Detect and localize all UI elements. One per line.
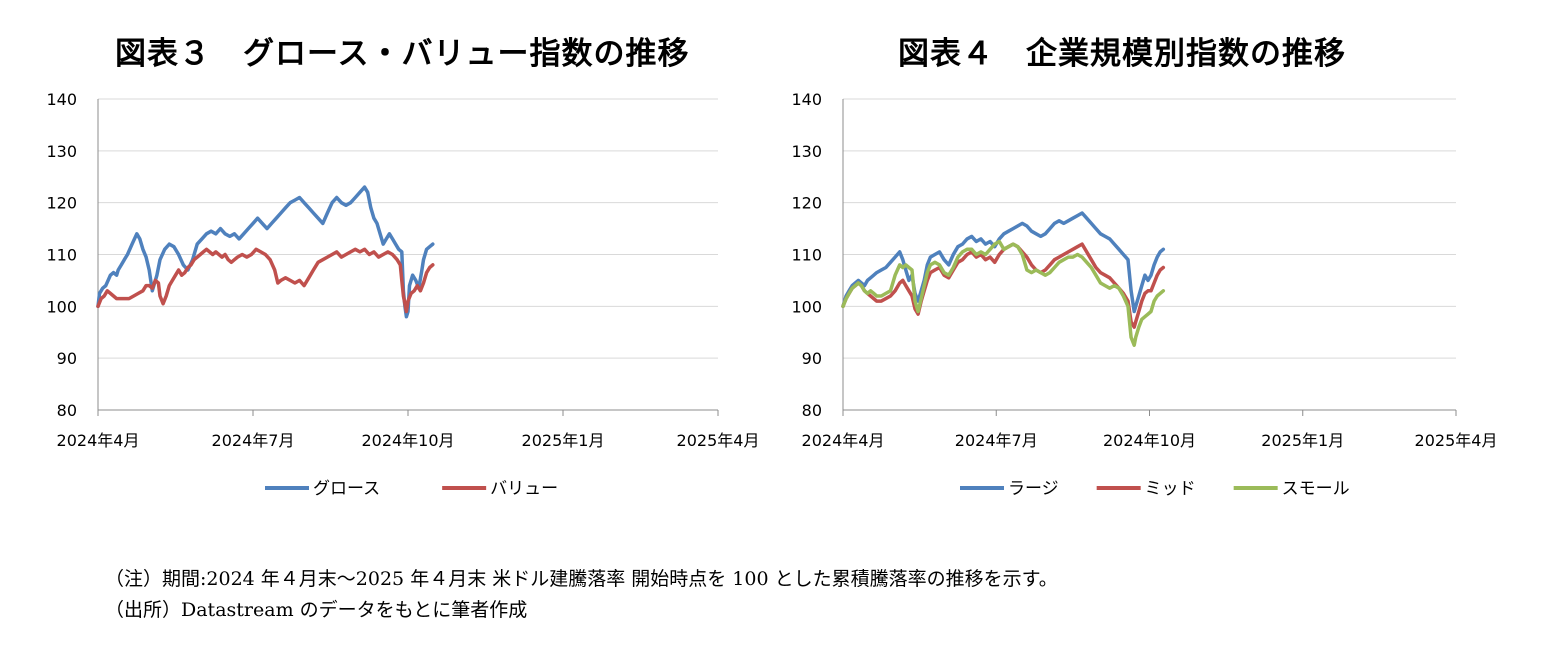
x-tick-label: 2024年7月 [212, 431, 295, 450]
x-tick-label: 2024年10月 [1103, 431, 1196, 450]
x-tick-label: 2025年1月 [1261, 431, 1344, 450]
x-tick-label: 2024年4月 [802, 431, 885, 450]
chart-size: 80 90 100 110 120 130 140 2024年4月 2024年7月 2024年10… [791, 90, 1498, 499]
footnotes: （注）期間:2024 年４月末〜2025 年４月末 米ドル建騰落率 開始時点を … [105, 564, 1058, 626]
y-tick-label: 120 [791, 194, 822, 213]
y-tick-label: 100 [46, 297, 77, 316]
y-tick-label: 120 [46, 194, 77, 213]
chart-title: 図表４ 企業規模別指数の推移 [898, 36, 1346, 72]
legend-label: スモール [1282, 479, 1350, 499]
note-period: （注）期間:2024 年４月末〜2025 年４月末 米ドル建騰落率 開始時点を … [105, 568, 1058, 590]
y-tick-label: 110 [791, 246, 822, 265]
x-tick-label: 2024年4月 [57, 431, 140, 450]
x-tick-label: 2024年10月 [361, 431, 454, 450]
series-line [841, 239, 1166, 347]
y-tick-label: 140 [46, 90, 77, 109]
y-tick-label: 110 [46, 246, 77, 265]
x-tick-label: 2025年1月 [522, 431, 605, 450]
y-tick-label: 90 [802, 349, 822, 368]
chart-panel-left: 図表３ グロース・バリュー指数の推移 80 90 100 110 120 130 140 20… [0, 0, 770, 520]
x-tick-label: 2025年4月 [677, 431, 760, 450]
x-tick-label: 2025年4月 [1415, 431, 1498, 450]
legend-label: ラージ [1008, 479, 1059, 499]
chart-panel-right: 図表４ 企業規模別指数の推移 80 90 100 110 120 130 140 2024年4… [770, 0, 1548, 520]
legend-label: グロース [313, 479, 380, 499]
chart-growth-value: 80 90 100 110 120 130 140 2024年4月 2024年7月 2024年10… [46, 90, 760, 499]
y-tick-label: 90 [57, 349, 77, 368]
y-tick-label: 140 [791, 90, 822, 109]
y-tick-label: 130 [791, 142, 822, 161]
y-tick-label: 80 [57, 401, 77, 420]
x-tick-label: 2024年7月 [955, 431, 1038, 450]
y-tick-label: 100 [791, 297, 822, 316]
y-tick-label: 80 [802, 401, 822, 420]
legend-label: バリュー [490, 479, 558, 499]
chart-title: 図表３ グロース・バリュー指数の推移 [115, 36, 690, 72]
series-line [96, 185, 435, 319]
legend-label: ミッド [1145, 479, 1196, 499]
series-line [96, 247, 435, 314]
note-source: （出所）Datastream のデータをもとに筆者作成 [105, 599, 528, 621]
y-tick-label: 130 [46, 142, 77, 161]
